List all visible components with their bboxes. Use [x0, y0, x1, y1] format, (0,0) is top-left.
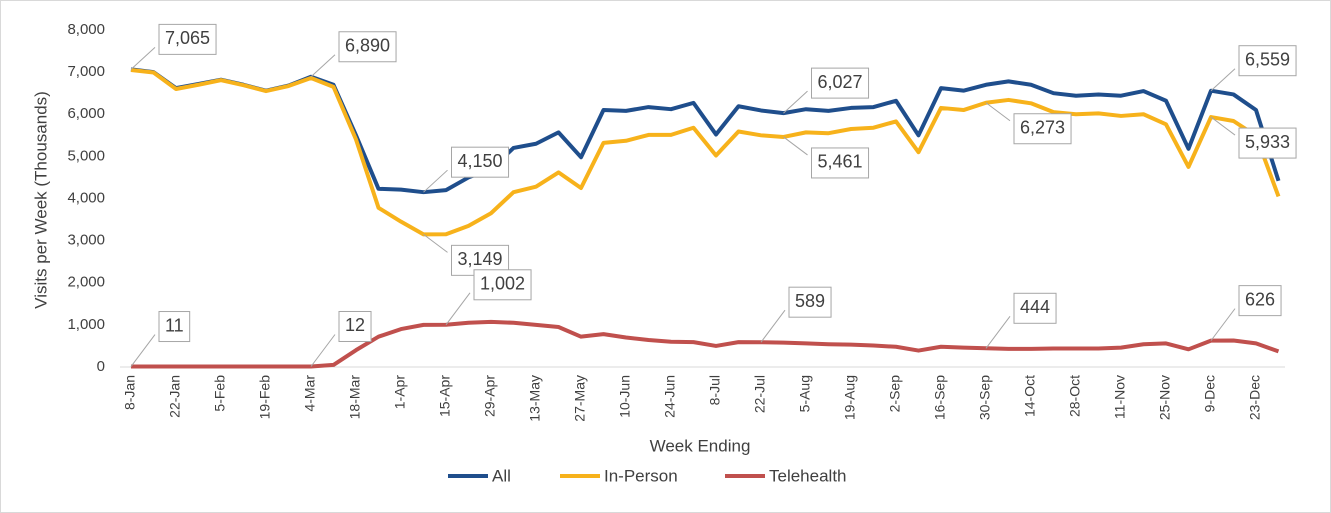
- x-tick-label: 27-May: [572, 375, 588, 422]
- leader-line: [985, 102, 1011, 122]
- x-tick-label: 1-Apr: [392, 375, 408, 410]
- leader-line: [445, 292, 471, 326]
- data-label: 4,150: [458, 151, 503, 171]
- data-label: 6,273: [1020, 117, 1065, 137]
- x-tick-label: 30-Sep: [977, 375, 993, 420]
- leader-line: [1210, 68, 1236, 92]
- data-label-box: [158, 311, 191, 343]
- data-label: 444: [1020, 297, 1050, 317]
- data-label: 6,559: [1245, 49, 1290, 69]
- x-tick-label: 11-Nov: [1112, 375, 1128, 419]
- x-tick-label: 8-Jul: [707, 375, 723, 405]
- data-label: 589: [795, 291, 825, 311]
- y-axis-title: Visits per Week (Thousands): [31, 91, 50, 309]
- data-label-box: [811, 67, 870, 99]
- x-tick-label: 4-Mar: [302, 375, 318, 412]
- x-tick-label: 8-Jan: [122, 375, 138, 410]
- data-label-box: [1013, 292, 1057, 324]
- y-tick-label: 2,000: [67, 274, 105, 291]
- data-label: 5,933: [1245, 132, 1290, 152]
- data-label: 11: [165, 315, 184, 335]
- leader-line: [760, 309, 786, 343]
- data-label: 5,461: [818, 152, 863, 172]
- data-label: 3,149: [458, 249, 503, 269]
- x-tick-label: 5-Feb: [212, 375, 228, 412]
- leader-line: [310, 334, 336, 367]
- data-label: 6,890: [345, 36, 390, 56]
- leader-line: [985, 315, 1011, 349]
- y-tick-label: 0: [97, 358, 105, 375]
- x-tick-label: 19-Aug: [842, 375, 858, 420]
- x-tick-label: 10-Jun: [617, 375, 633, 418]
- x-tick-label: 28-Oct: [1067, 375, 1083, 417]
- data-label: 7,065: [165, 28, 210, 48]
- leader-line: [423, 169, 448, 193]
- y-tick-label: 5,000: [67, 147, 105, 164]
- series-line: [131, 319, 1280, 369]
- x-tick-label: 19-Feb: [257, 375, 273, 420]
- x-tick-label: 22-Jan: [167, 375, 183, 418]
- x-tick-label: 22-Jul: [752, 375, 768, 413]
- data-label: 6,027: [818, 72, 863, 92]
- leader-line: [1210, 308, 1236, 341]
- y-tick-label: 4,000: [67, 189, 105, 206]
- data-label-box: [1238, 285, 1282, 317]
- y-tick-label: 8,000: [67, 21, 105, 38]
- data-label-box: [338, 310, 372, 342]
- series-line: [130, 68, 1281, 237]
- data-label-box: [338, 31, 397, 63]
- data-label-box: [811, 147, 870, 179]
- x-tick-label: 15-Apr: [437, 375, 453, 417]
- legend-label: Telehealth: [769, 466, 847, 485]
- data-label-box: [788, 286, 832, 318]
- y-tick-label: 3,000: [67, 232, 105, 249]
- x-tick-label: 2-Sep: [887, 375, 903, 413]
- data-label-box: [1238, 45, 1297, 77]
- y-tick-label: 6,000: [67, 105, 105, 122]
- leader-line: [130, 47, 156, 70]
- leader-line: [423, 233, 448, 253]
- leader-line: [310, 54, 336, 78]
- y-tick-label: 7,000: [67, 63, 105, 80]
- x-tick-label: 23-Dec: [1247, 375, 1263, 420]
- x-axis-title: Week Ending: [650, 436, 751, 455]
- leader-line: [783, 90, 808, 114]
- x-tick-label: 5-Aug: [797, 375, 813, 412]
- legend-label: All: [492, 466, 511, 485]
- x-tick-label: 18-Mar: [347, 375, 363, 420]
- leader-line: [1210, 116, 1236, 136]
- x-tick-label: 25-Nov: [1157, 375, 1173, 420]
- legend-label: In-Person: [604, 466, 678, 485]
- data-label-box: [1013, 113, 1072, 145]
- data-label-box: [158, 23, 217, 55]
- x-tick-label: 13-May: [527, 375, 543, 422]
- y-tick-label: 1,000: [67, 316, 105, 333]
- x-tick-label: 14-Oct: [1022, 375, 1038, 417]
- data-label-box: [473, 269, 532, 301]
- x-tick-label: 29-Apr: [482, 375, 498, 417]
- x-tick-label: 16-Sep: [932, 375, 948, 420]
- x-tick-label: 24-Jun: [662, 375, 678, 418]
- x-tick-label: 9-Dec: [1202, 375, 1218, 412]
- leader-line: [783, 136, 808, 156]
- data-label-box: [1238, 127, 1297, 159]
- leader-line: [130, 334, 156, 367]
- data-label: 12: [345, 315, 365, 335]
- data-label: 626: [1245, 289, 1275, 309]
- data-label: 1,002: [480, 274, 525, 294]
- data-label-box: [451, 146, 510, 178]
